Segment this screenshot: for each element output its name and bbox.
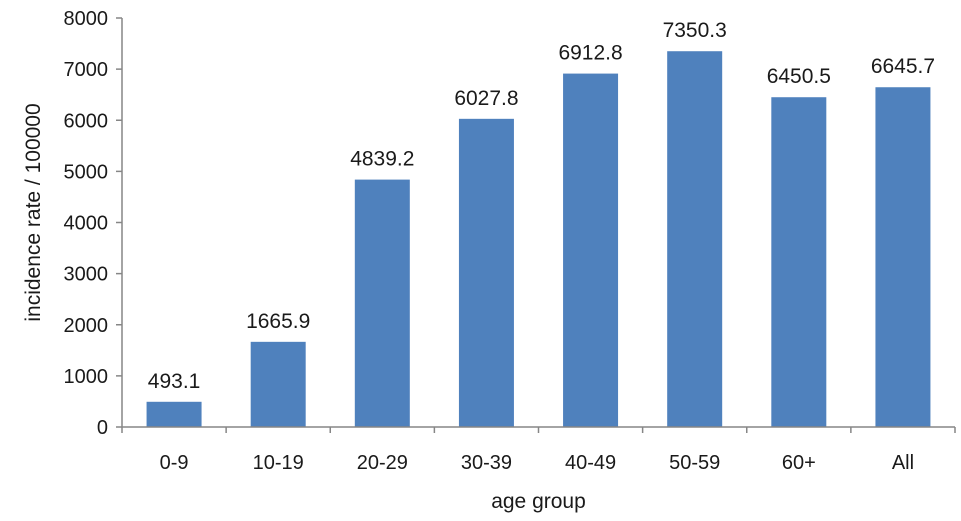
x-tick-label: 50-59	[669, 452, 720, 474]
y-tick-label: 1000	[64, 366, 109, 388]
bar-20-29	[354, 179, 410, 427]
bar-50-59	[667, 51, 723, 427]
bar-60+	[771, 97, 827, 427]
y-ticks-layer: 0 1000 2000 3000 4000 5000 6000 7000 8000	[64, 8, 122, 439]
data-label: 6027.8	[454, 87, 518, 110]
x-tick-label: 30-39	[461, 452, 512, 474]
x-tick-label: 20-29	[357, 452, 408, 474]
bar-0-9	[146, 401, 202, 427]
y-axis-title: incidence rate / 100000	[22, 103, 45, 321]
x-axis-title: age group	[491, 490, 586, 513]
y-tick-label: 4000	[64, 213, 109, 235]
data-label: 7350.3	[663, 19, 727, 42]
y-tick-label: 5000	[64, 161, 109, 183]
y-tick-label: 0	[97, 417, 108, 439]
y-tick-label: 7000	[64, 59, 109, 81]
data-labels-layer: 493.1 1665.9 4839.2 6027.8 6912.8 7350.3 6450.…	[148, 19, 935, 393]
bars-layer	[146, 51, 931, 427]
data-label: 493.1	[148, 370, 201, 393]
x-tick-label: 40-49	[565, 452, 616, 474]
bar-All	[875, 87, 931, 427]
data-label: 6912.8	[558, 42, 622, 65]
data-label: 6450.5	[767, 65, 831, 88]
data-label: 6645.7	[871, 55, 935, 78]
x-ticks-layer: 0-9 10-19 20-29 30-39 40-49 50-59 60+ All	[121, 427, 956, 474]
bar-40-49	[563, 73, 619, 427]
x-tick-label: 60+	[782, 452, 816, 474]
x-tick-label: All	[892, 452, 914, 474]
y-tick-label: 2000	[64, 315, 109, 337]
x-tick-label: 10-19	[253, 452, 304, 474]
x-tick-label: 0-9	[160, 452, 189, 474]
y-tick-label: 6000	[64, 110, 109, 132]
y-tick-label: 8000	[64, 8, 109, 30]
data-label: 1665.9	[246, 310, 310, 333]
bar-10-19	[250, 341, 306, 427]
y-tick-label: 3000	[64, 264, 109, 286]
bar-30-39	[458, 118, 514, 427]
data-label: 4839.2	[350, 148, 414, 171]
